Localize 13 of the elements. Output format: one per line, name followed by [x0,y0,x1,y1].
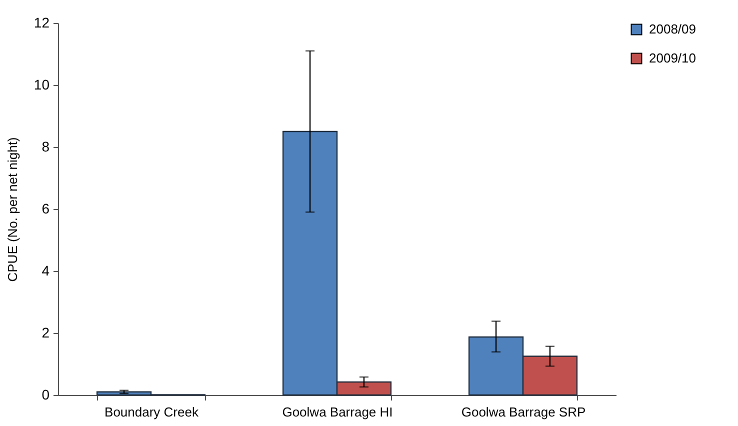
y-tick-label: 2 [42,324,50,340]
x-tick-label: Goolwa Barrage HI [282,404,393,420]
legend-label: 2008/09 [649,22,696,36]
y-tick-label: 8 [42,138,50,154]
x-tick-label: Goolwa Barrage SRP [461,404,586,420]
x-tick-label: Boundary Creek [104,404,199,420]
y-tick-label: 12 [34,14,50,30]
y-tick-label: 0 [42,386,50,402]
y-axis-title: CPUE (No. per net night) [4,137,20,282]
y-tick-label: 10 [34,76,50,92]
y-tick-label: 4 [42,262,50,278]
y-tick-label: 6 [42,200,50,216]
legend-label: 2009/10 [649,50,696,66]
